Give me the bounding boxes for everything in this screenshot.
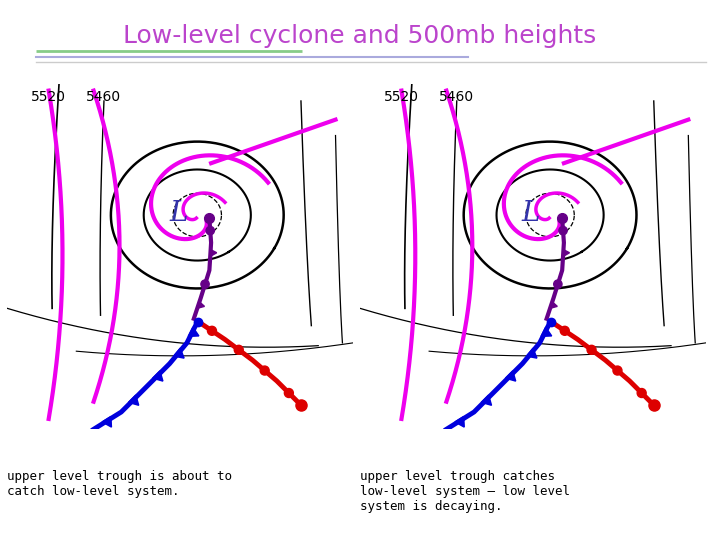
Text: L: L	[522, 200, 540, 227]
Circle shape	[234, 345, 243, 354]
Polygon shape	[174, 348, 184, 358]
Polygon shape	[505, 371, 516, 381]
Text: 5520: 5520	[384, 90, 419, 104]
Polygon shape	[128, 395, 139, 406]
Polygon shape	[210, 249, 217, 256]
Circle shape	[201, 280, 210, 288]
Text: 5460: 5460	[86, 90, 122, 104]
Polygon shape	[481, 395, 492, 406]
Text: L: L	[169, 200, 187, 227]
Circle shape	[554, 280, 562, 288]
Polygon shape	[526, 348, 537, 358]
Circle shape	[260, 366, 269, 375]
Text: 5460: 5460	[439, 90, 474, 104]
Polygon shape	[563, 249, 570, 256]
Circle shape	[284, 388, 293, 397]
Text: upper level trough catches
low-level system – low level
system is decaying.: upper level trough catches low-level sys…	[360, 470, 570, 513]
Text: upper level trough is about to
catch low-level system.: upper level trough is about to catch low…	[7, 470, 232, 498]
Polygon shape	[102, 416, 112, 427]
Polygon shape	[541, 327, 552, 336]
Polygon shape	[153, 371, 163, 381]
Circle shape	[613, 366, 622, 375]
Polygon shape	[455, 416, 464, 427]
Circle shape	[560, 326, 570, 335]
Text: Low-level cyclone and 500mb heights: Low-level cyclone and 500mb heights	[123, 24, 597, 48]
Circle shape	[637, 388, 646, 397]
Circle shape	[587, 345, 596, 354]
Polygon shape	[188, 327, 199, 336]
Text: 5520: 5520	[31, 90, 66, 104]
Polygon shape	[550, 302, 557, 308]
Circle shape	[207, 326, 217, 335]
Polygon shape	[197, 302, 204, 308]
Circle shape	[559, 226, 567, 235]
Circle shape	[206, 226, 215, 235]
